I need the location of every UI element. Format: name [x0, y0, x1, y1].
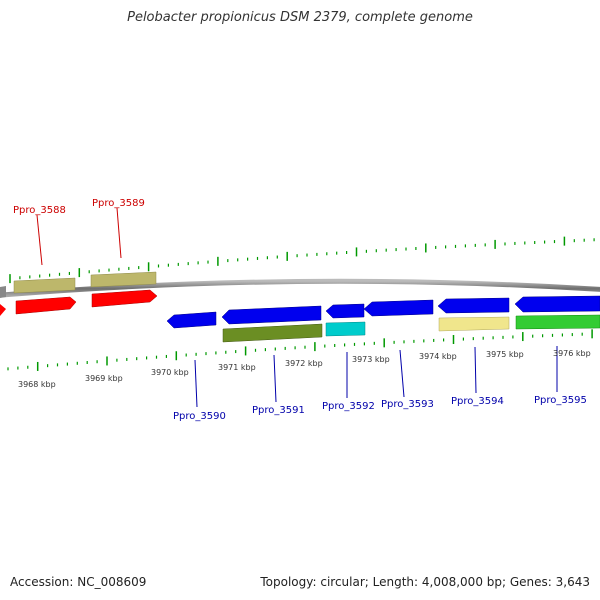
leader-line-3588 — [36, 214, 43, 266]
gene-label-3595[interactable]: Ppro_3595 — [534, 395, 587, 406]
gene-label-3590[interactable]: Ppro_3590 — [173, 411, 226, 422]
genome-backbone — [0, 278, 600, 298]
accession-text: Accession: NC_008609 — [10, 575, 147, 589]
gene-label-3593[interactable]: Ppro_3593 — [381, 399, 434, 410]
gene-bar-3594-paleyellow[interactable] — [438, 316, 510, 332]
lower-tick-track — [7, 329, 593, 371]
leader-line-3591 — [273, 354, 277, 403]
leader-line-3589 — [116, 207, 122, 259]
gene-arrow-3589-red[interactable] — [91, 289, 158, 308]
gene-arrow-3591-blue[interactable] — [221, 305, 322, 325]
kbp-label-3976: 3976 kbp — [553, 349, 591, 358]
genome-title: Pelobacter propionicus DSM 2379, complet… — [127, 10, 473, 25]
kbp-label-3972: 3972 kbp — [285, 359, 323, 368]
kbp-label-3969: 3969 kbp — [85, 374, 123, 383]
gene-label-3592[interactable]: Ppro_3592 — [322, 401, 375, 412]
kbp-label-3975: 3975 kbp — [486, 350, 524, 359]
gene-arrow-3593-blue[interactable] — [363, 299, 434, 317]
gene-bar-3592-cyan[interactable] — [325, 321, 366, 337]
kbp-label-3974: 3974 kbp — [419, 352, 457, 361]
topology-text: Topology: circular; Length: 4,008,000 bp… — [260, 575, 590, 589]
gene-bar-3595-green[interactable] — [515, 314, 600, 330]
gene-arrow-3594-blue[interactable] — [437, 297, 510, 314]
leader-line-3590 — [194, 359, 198, 408]
gene-label-3591[interactable]: Ppro_3591 — [252, 405, 305, 416]
gene-label-3594[interactable]: Ppro_3594 — [451, 396, 504, 407]
gene-arrow-left-red[interactable] — [0, 304, 6, 316]
gene-bar-left-edge[interactable] — [0, 286, 6, 298]
leader-line-3594 — [474, 346, 477, 394]
kbp-label-3971: 3971 kbp — [218, 363, 256, 372]
upper-tick-track — [9, 236, 595, 284]
gene-arrow-3588-red[interactable] — [15, 296, 77, 315]
kbp-label-3973: 3973 kbp — [352, 355, 390, 364]
gene-bar-3589-khaki[interactable] — [90, 271, 157, 288]
gene-arrow-3595-blue[interactable] — [514, 295, 600, 313]
leader-line-3593 — [399, 349, 405, 398]
gene-arrow-3590-blue[interactable] — [166, 311, 217, 329]
gene-label-3589[interactable]: Ppro_3589 — [92, 198, 145, 209]
kbp-label-3968: 3968 kbp — [18, 380, 56, 389]
gene-bar-3591-olive[interactable] — [222, 323, 323, 343]
gene-label-3588[interactable]: Ppro_3588 — [13, 205, 66, 216]
gene-bar-3588-khaki[interactable] — [13, 277, 76, 294]
kbp-label-3970: 3970 kbp — [151, 368, 189, 377]
gene-arrow-3592-blue[interactable] — [325, 303, 365, 319]
